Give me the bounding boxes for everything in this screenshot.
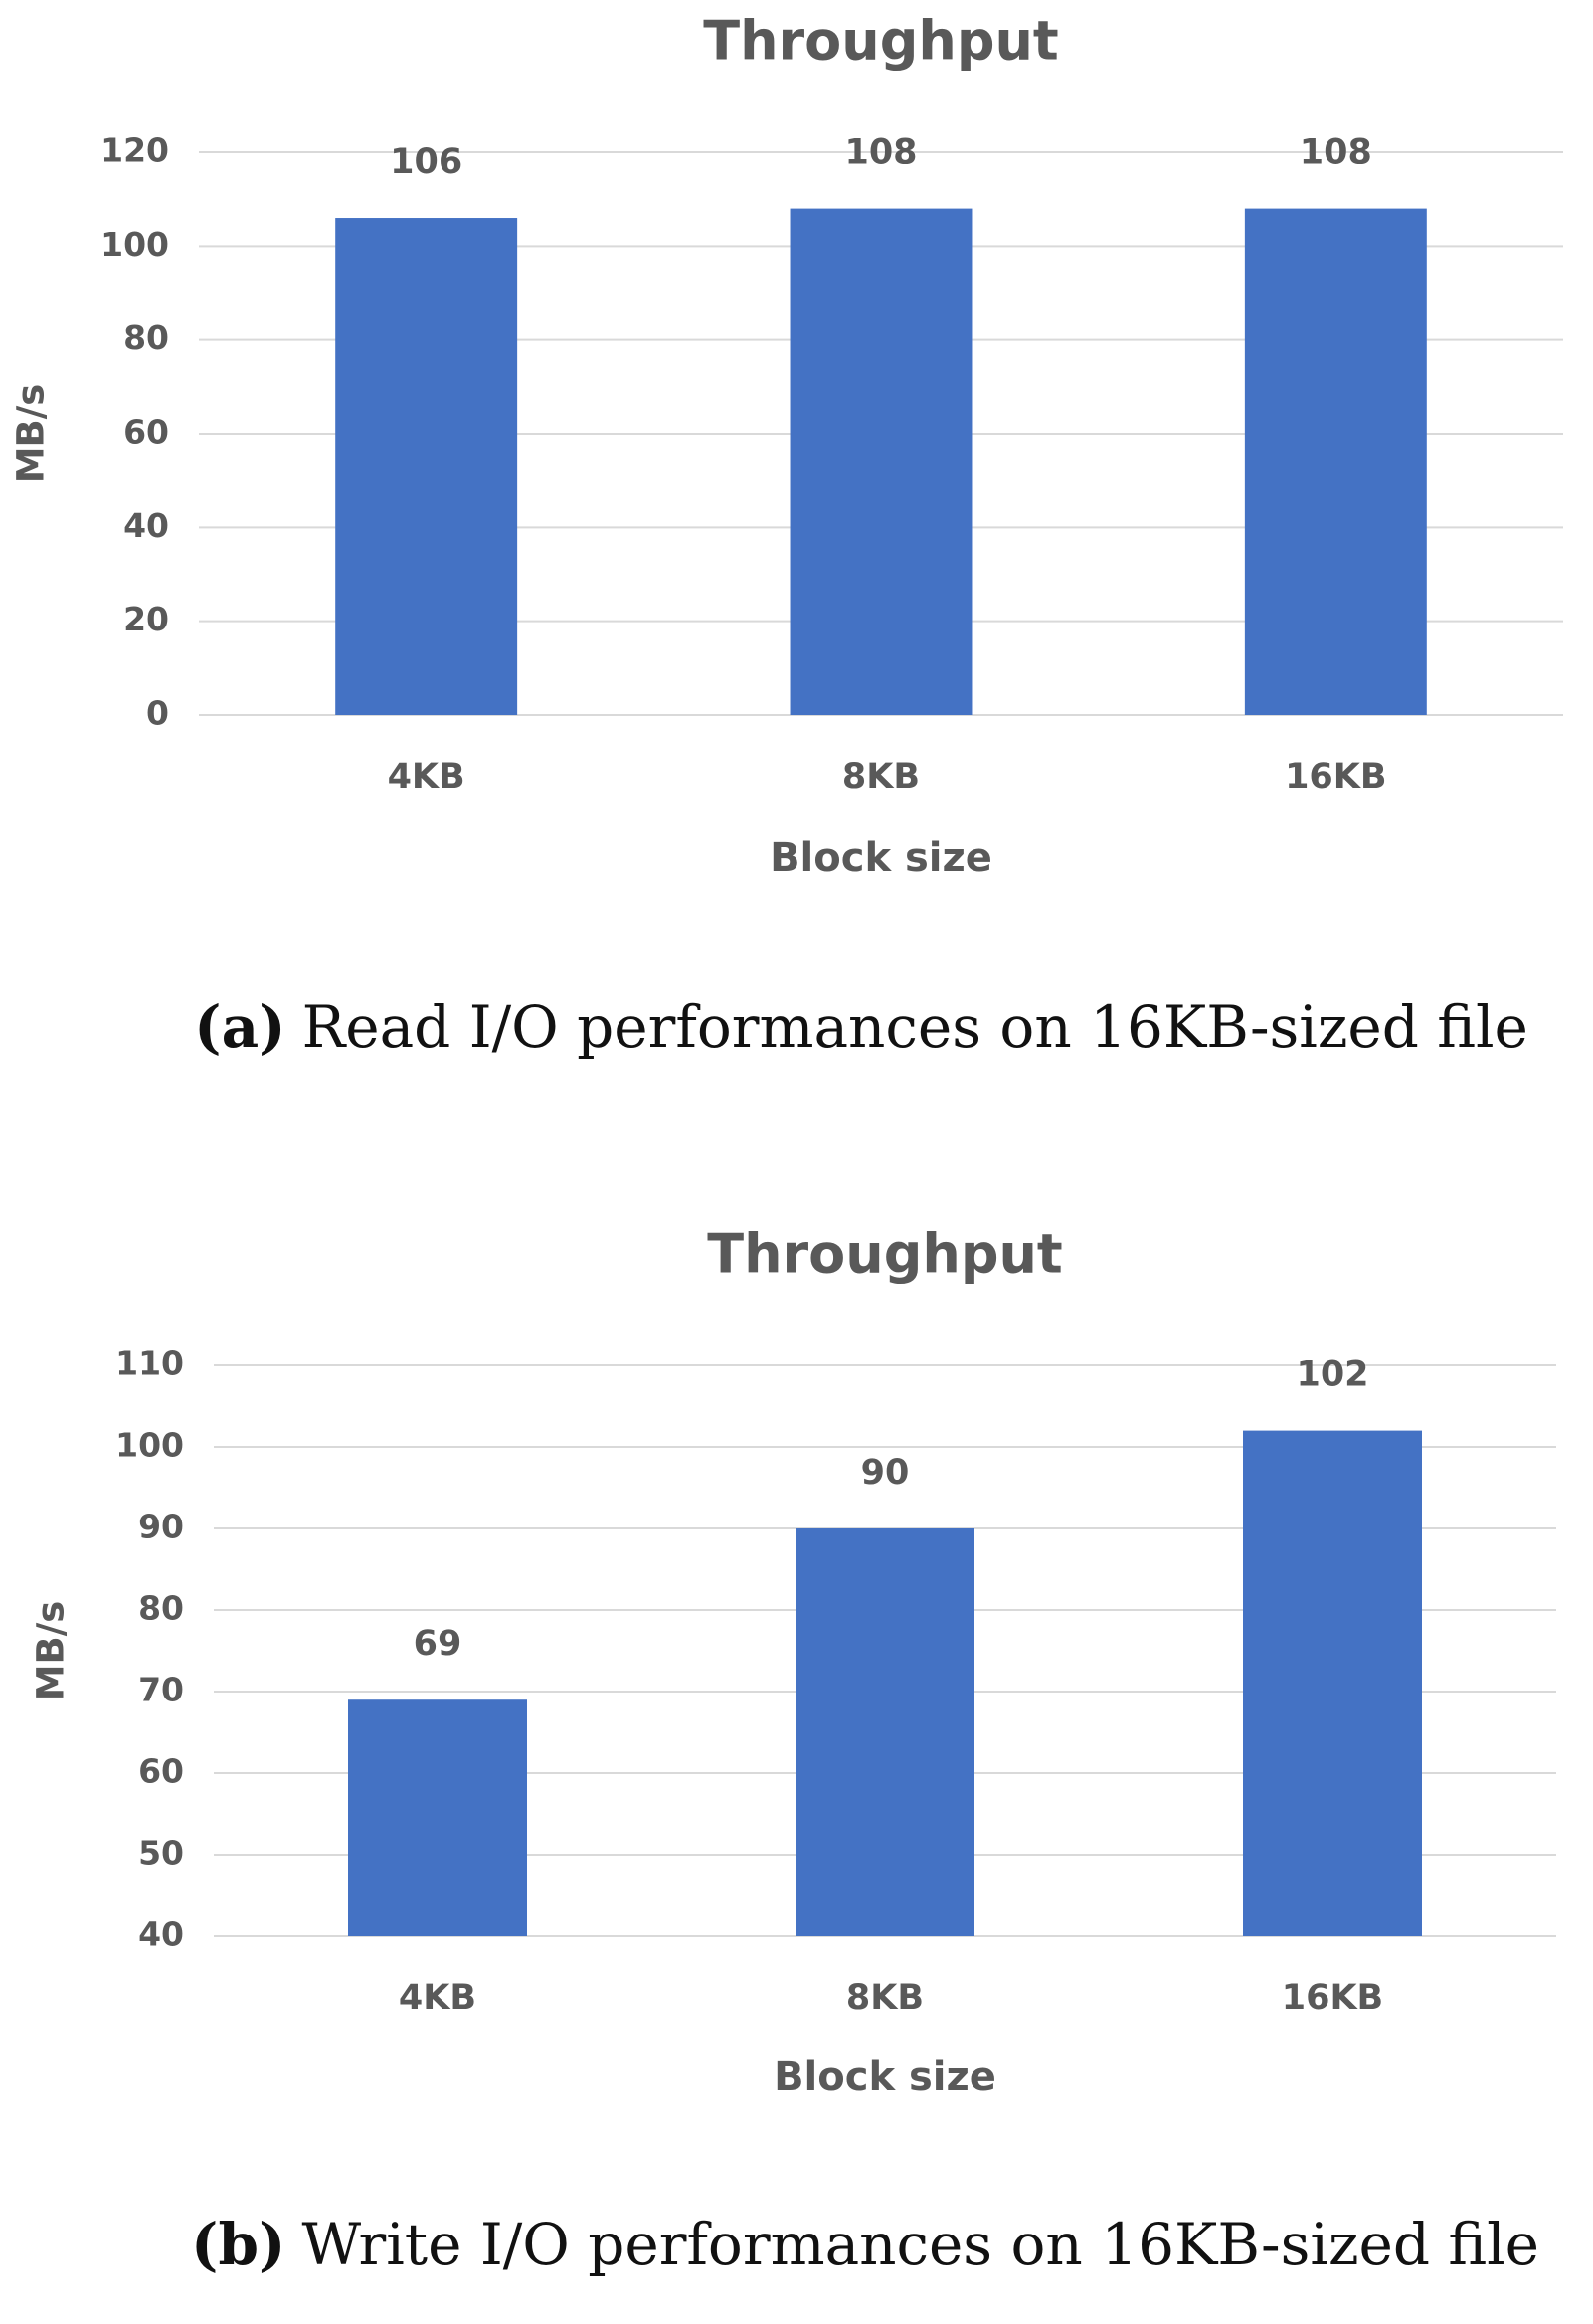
y-tick-label: 50 <box>138 1834 184 1873</box>
caption: (b) Write I/O performances on 16KB-sized … <box>191 2211 1539 2278</box>
bar <box>790 208 973 715</box>
y-tick-label: 70 <box>138 1671 184 1709</box>
y-axis-title: MB/s <box>10 384 53 484</box>
x-tick-label: 8KB <box>846 1978 924 2018</box>
x-tick-label: 16KB <box>1282 1978 1384 2018</box>
x-tick-label: 8KB <box>842 757 920 797</box>
bar <box>796 1528 974 1936</box>
y-tick-label: 90 <box>138 1508 184 1546</box>
data-label: 69 <box>414 1624 462 1664</box>
data-label: 90 <box>861 1453 910 1493</box>
bar <box>335 218 518 716</box>
y-tick-label: 80 <box>123 318 169 357</box>
y-tick-label: 110 <box>115 1344 184 1383</box>
data-label: 102 <box>1296 1355 1368 1395</box>
x-tick-label: 16KB <box>1285 757 1387 797</box>
y-tick-label: 100 <box>100 225 169 264</box>
data-label: 108 <box>1300 133 1372 173</box>
x-tick-label: 4KB <box>399 1978 476 2018</box>
y-tick-label: 100 <box>115 1426 184 1465</box>
caption-label: (a) <box>194 993 285 1061</box>
y-axis-title: MB/s <box>30 1601 73 1701</box>
bar <box>1244 208 1427 715</box>
x-tick-label: 4KB <box>388 757 465 797</box>
chart-title: Throughput <box>707 1223 1062 1286</box>
bar <box>348 1699 527 1936</box>
y-tick-label: 60 <box>138 1752 184 1791</box>
y-tick-label: 40 <box>138 1915 184 1954</box>
data-label: 108 <box>844 133 917 173</box>
y-tick-label: 40 <box>123 506 169 545</box>
chart-title: Throughput <box>703 10 1058 73</box>
y-tick-label: 20 <box>123 600 169 638</box>
y-tick-label: 120 <box>100 131 169 170</box>
caption-text: Write I/O performances on 16KB-sized fil… <box>301 2211 1538 2278</box>
data-label: 106 <box>390 142 462 182</box>
y-tick-label: 0 <box>146 694 169 733</box>
caption-text: Read I/O performances on 16KB-sized file <box>302 993 1528 1061</box>
x-axis-title: Block size <box>770 835 992 881</box>
y-tick-label: 60 <box>123 413 169 451</box>
y-tick-label: 80 <box>138 1589 184 1628</box>
caption-label: (b) <box>191 2211 285 2278</box>
x-axis-title: Block size <box>774 2055 996 2100</box>
caption: (a) Read I/O performances on 16KB-sized f… <box>194 993 1528 1061</box>
bar <box>1243 1430 1422 1936</box>
